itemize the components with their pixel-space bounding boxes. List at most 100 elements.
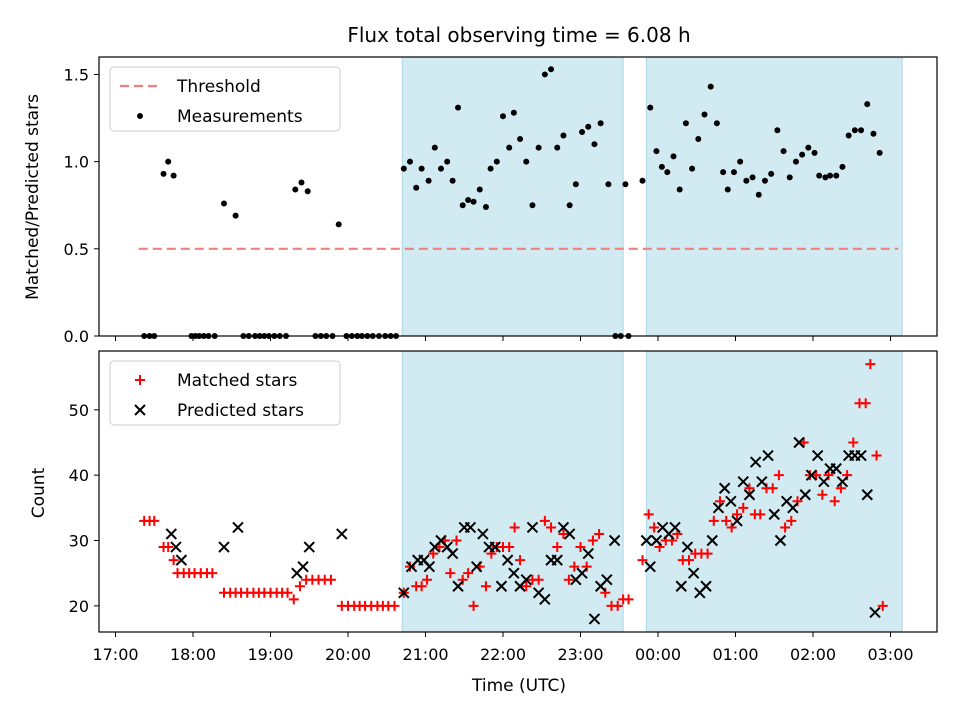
chart-title: Flux total observing time = 6.08 h bbox=[347, 23, 690, 47]
matched-star-point bbox=[546, 522, 557, 533]
predicted-star-point bbox=[737, 475, 749, 488]
count-panel-frame bbox=[98, 350, 938, 633]
count-legend: Matched stars Predicted stars bbox=[109, 360, 341, 426]
measurement-point bbox=[597, 120, 604, 127]
measurement-point bbox=[695, 135, 702, 142]
matched-star-point bbox=[463, 568, 474, 579]
measurement-point bbox=[487, 165, 494, 172]
measurement-point bbox=[418, 165, 425, 172]
legend-box bbox=[109, 360, 341, 426]
matched-star-point bbox=[835, 483, 846, 494]
predicted-star-point bbox=[650, 534, 663, 547]
x-tick-label: 17:00 bbox=[92, 645, 138, 664]
predicted-star-point bbox=[520, 574, 532, 586]
measurement-point bbox=[400, 165, 407, 172]
predicted-star-point bbox=[725, 495, 737, 508]
measurement-point bbox=[413, 184, 420, 191]
measurement-point bbox=[730, 169, 737, 176]
predicted-star-point bbox=[297, 560, 309, 573]
matched-star-point bbox=[767, 483, 778, 494]
measurement-point bbox=[165, 158, 172, 165]
measurement-point bbox=[455, 104, 462, 111]
predicted-star-point bbox=[423, 560, 436, 573]
ratio-panel: 0.0 0.5 1.0 1.5 Threshold Measurements bbox=[64, 56, 938, 346]
predicted-star-point bbox=[706, 534, 718, 547]
x-tick-label: 22:00 bbox=[480, 645, 526, 664]
matched-star-point bbox=[755, 509, 766, 520]
measurement-point bbox=[465, 196, 472, 203]
matched-star-point bbox=[649, 522, 660, 533]
matched-star-point bbox=[294, 581, 305, 592]
legend-predicted-swatch bbox=[134, 404, 146, 416]
measurement-point bbox=[682, 120, 689, 127]
y-tick-label: 40 bbox=[69, 466, 89, 485]
measurement-point bbox=[799, 151, 806, 158]
matched-star-point bbox=[726, 522, 737, 533]
measurement-point bbox=[701, 111, 708, 118]
matched-star-point bbox=[708, 515, 719, 526]
y-tick-label: 0.5 bbox=[64, 240, 89, 259]
matched-star-point bbox=[871, 450, 882, 461]
measurement-point bbox=[554, 144, 561, 151]
predicted-star-point bbox=[608, 534, 621, 547]
measurement-point bbox=[500, 113, 506, 120]
matched-star-point bbox=[702, 548, 713, 559]
measurement-point bbox=[811, 149, 818, 156]
predicted-star-point bbox=[508, 567, 520, 579]
predicted-star-point bbox=[681, 541, 694, 553]
measurement-point bbox=[232, 212, 239, 219]
legend-measurement-swatch bbox=[137, 113, 143, 119]
legend-label: Predicted stars bbox=[177, 401, 304, 421]
y-tick-label: 0.0 bbox=[64, 327, 89, 346]
ratio-x-ticks bbox=[115, 336, 891, 341]
legend-label: Threshold bbox=[176, 77, 261, 97]
predicted-star-point bbox=[712, 502, 725, 514]
measurement-point bbox=[444, 158, 451, 165]
measurement-point bbox=[591, 141, 598, 148]
observing-window-1 bbox=[401, 350, 624, 633]
matched-star-point bbox=[738, 502, 749, 513]
predicted-star-point bbox=[452, 580, 464, 592]
predicted-star-point bbox=[687, 567, 700, 579]
measurement-point bbox=[768, 170, 775, 177]
predicted-star-point bbox=[855, 449, 867, 462]
predicted-star-point bbox=[495, 580, 508, 592]
matched-star-point bbox=[623, 594, 634, 605]
matched-star-point bbox=[715, 496, 725, 507]
predicted-star-point bbox=[398, 587, 410, 599]
matched-star-point bbox=[207, 568, 218, 579]
predicted-star-point bbox=[446, 547, 459, 560]
measurement-point bbox=[529, 202, 536, 209]
measurement-point bbox=[755, 191, 762, 198]
matched-star-point bbox=[587, 535, 598, 546]
matched-star-point bbox=[721, 515, 732, 526]
matched-star-point bbox=[744, 483, 755, 494]
matched-star-point bbox=[163, 542, 174, 553]
matched-star-point bbox=[848, 437, 859, 448]
predicted-star-point bbox=[232, 521, 244, 534]
x-tick-label: 18:00 bbox=[170, 645, 216, 664]
measurement-point bbox=[298, 179, 305, 186]
x-tick-label: 02:00 bbox=[790, 645, 836, 664]
predicted-star-point bbox=[669, 521, 681, 534]
matched-star-point bbox=[842, 470, 853, 481]
count-panel: 20 30 40 50 17:00 18:00 19:00 20:00 21:00 22:00 2… bbox=[69, 350, 938, 664]
predicted-star-point bbox=[582, 547, 594, 560]
matched-star-point bbox=[468, 600, 479, 611]
measurement-point bbox=[425, 177, 432, 184]
matched-star-point bbox=[684, 555, 694, 566]
measurement-point bbox=[160, 170, 167, 177]
matched-star-point bbox=[521, 581, 532, 592]
matched-star-point bbox=[416, 581, 427, 592]
predicted-star-point bbox=[787, 502, 799, 514]
measurement-point bbox=[658, 163, 665, 170]
predicted-star-point bbox=[501, 554, 514, 566]
ratio-panel-frame bbox=[98, 56, 938, 337]
matched-star-point bbox=[405, 561, 415, 572]
predicted-star-point bbox=[774, 534, 787, 547]
predicted-star-point bbox=[869, 606, 881, 619]
predicted-star-point bbox=[175, 554, 188, 566]
matched-star-point bbox=[558, 528, 569, 539]
matched-star-point bbox=[612, 600, 623, 611]
legend-matched-swatch bbox=[135, 375, 145, 385]
